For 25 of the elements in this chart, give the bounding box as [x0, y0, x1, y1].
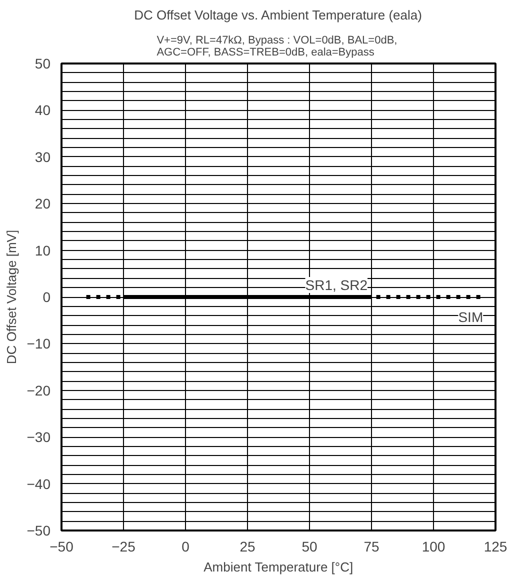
- chart-title: DC Offset Voltage vs. Ambient Temperature (eala): [134, 8, 422, 22]
- x-tick-label: −50: [50, 538, 74, 554]
- y-tick-label: 40: [34, 102, 51, 118]
- x-tick-label: 50: [302, 538, 318, 554]
- x-tick-label: −25: [112, 538, 136, 554]
- y-tick-label: 50: [34, 56, 51, 72]
- y-axis-title: DC Offset Voltage [mV]: [4, 230, 19, 364]
- y-tick-label: 30: [34, 148, 51, 165]
- y-tick-label: −10: [26, 336, 51, 352]
- y-tick-label: 10: [34, 242, 51, 258]
- x-tick-label: 125: [484, 538, 508, 554]
- y-tick-label: 20: [34, 196, 51, 212]
- y-tick-label: −20: [26, 382, 51, 398]
- x-tick-label: 100: [422, 538, 446, 554]
- x-tick-label: 0: [182, 538, 190, 554]
- series-label: SIM: [458, 309, 484, 325]
- x-tick-label: 75: [364, 538, 380, 554]
- y-tick-label: 0: [42, 289, 51, 305]
- y-tick-label: −50: [26, 522, 51, 538]
- y-tick-label: −30: [26, 429, 51, 446]
- x-tick-label: 25: [240, 538, 256, 554]
- chart-subtitle: V+=9V, RL=47kΩ, Bypass : VOL=0dB, BAL=0dB, AGC=OFF, BASS=TREB=0dB, eala=Bypass: [156, 34, 398, 58]
- x-axis-title: Ambient Temperature [°C]: [204, 560, 354, 574]
- y-tick-label: −40: [26, 476, 51, 492]
- series-label: SR1, SR2: [305, 277, 368, 293]
